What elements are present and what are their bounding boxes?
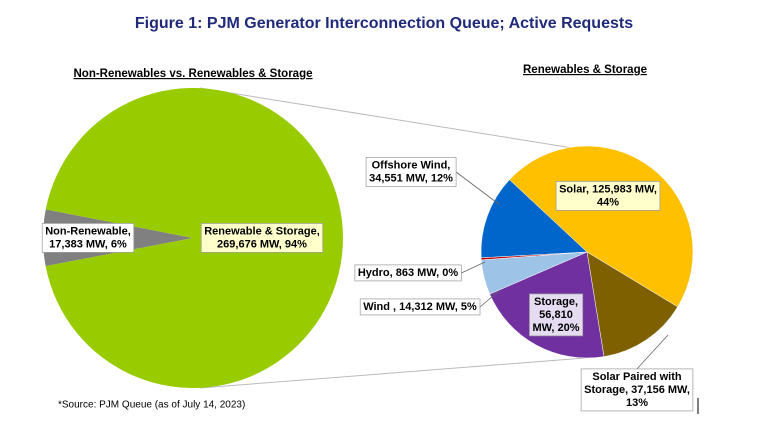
data-label-box	[359, 298, 481, 316]
data-label-text: Renewable & Storage,	[204, 225, 320, 237]
pie-slice	[480, 179, 588, 259]
data-label-text: 44%	[597, 196, 619, 208]
data-label-text: Storage, 37,156 MW,	[584, 384, 690, 396]
data-label-text: Solar Paired with	[592, 371, 682, 383]
data-label-text: Storage,	[534, 296, 578, 308]
data-label: Solar, 125,983 MW,44%	[555, 181, 661, 211]
data-label-text: Hydro, 863 MW, 0%	[358, 267, 458, 279]
connector-line	[199, 357, 586, 389]
data-label-text: Wind , 14,312 MW, 5%	[363, 301, 477, 313]
data-label-box	[555, 181, 661, 211]
data-label-box	[529, 293, 584, 337]
data-label-text: MW, 20%	[532, 322, 579, 334]
data-label: Hydro, 863 MW, 0%	[354, 264, 462, 282]
data-label-text: Solar, 125,983 MW,	[559, 183, 657, 195]
pie-slice	[586, 251, 679, 357]
figure-title: Figure 1: PJM Generator Interconnection …	[135, 15, 633, 32]
leader-line	[461, 261, 486, 274]
data-label-text: 269,676 MW, 94%	[217, 238, 307, 250]
leader-line	[636, 334, 669, 370]
data-label-text: Offshore Wind,	[372, 159, 451, 171]
data-label: Offshore Wind,34,551 MW, 12%	[365, 157, 457, 187]
data-label-box	[200, 223, 324, 253]
data-label: Non-Renewable,17,383 MW, 6%	[41, 223, 135, 253]
data-label: Wind , 14,312 MW, 5%	[359, 298, 481, 316]
data-label-box	[41, 223, 135, 253]
data-label-text: 56,810	[539, 309, 573, 321]
connector-line	[199, 87, 586, 151]
source-note: *Source: PJM Queue (as of July 14, 2023)	[58, 400, 245, 411]
right-chart-title: Renewables & Storage	[523, 64, 647, 76]
data-label: Renewable & Storage,269,676 MW, 94%	[200, 223, 324, 253]
data-label-box	[354, 264, 462, 282]
leader-line	[479, 289, 501, 308]
data-label-text: 13%	[626, 397, 648, 409]
left-chart-title: Non-Renewables vs. Renewables & Storage	[73, 68, 312, 80]
data-label-text: Non-Renewable,	[45, 225, 131, 237]
data-label-box	[365, 157, 457, 187]
data-label-box	[580, 368, 694, 412]
leader-line	[455, 171, 501, 206]
data-label-text: 17,383 MW, 6%	[49, 238, 127, 250]
pie-slice	[45, 87, 343, 388]
data-label-text: 34,551 MW, 12%	[369, 172, 453, 184]
